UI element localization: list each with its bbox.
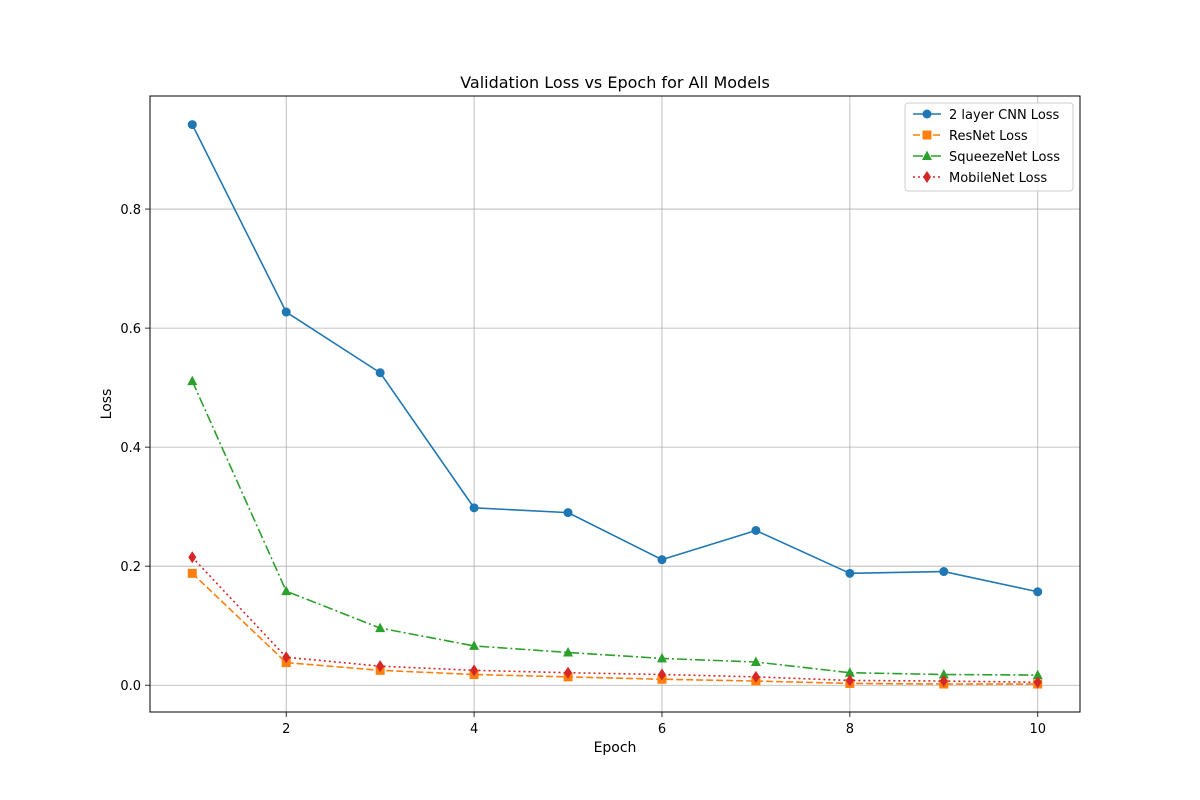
- data-point-squeezenet-loss: [844, 667, 855, 677]
- legend-box: [904, 102, 1074, 192]
- legend: 2 layer CNN Loss ResNet Loss SqueezeNet Lo…: [904, 102, 1074, 192]
- data-point-2-layer-cnn-loss: [657, 555, 667, 565]
- y-axis-label: Loss: [99, 389, 115, 420]
- data-point-2-layer-cnn-loss: [281, 307, 291, 317]
- y-tick-label: 0.4: [120, 441, 141, 456]
- data-point-2-layer-cnn-loss: [1033, 587, 1043, 597]
- series-line-2-layer-cnn-loss: [191, 124, 1038, 593]
- series-resnet-loss: [187, 568, 1043, 689]
- y-tick-label: 0.8: [120, 203, 141, 218]
- data-point-squeezenet-loss: [563, 646, 574, 657]
- data-point-mobilenet-loss: [564, 666, 573, 679]
- data-point-mobilenet-loss: [939, 675, 948, 688]
- data-point-squeezenet-loss: [469, 640, 480, 650]
- grid: [150, 96, 1080, 712]
- plot-frame: [149, 95, 1081, 713]
- data-point-squeezenet-loss: [281, 585, 292, 596]
- data-point-mobilenet-loss: [751, 670, 760, 683]
- x-tick-label: 10: [1029, 722, 1046, 737]
- y-tick-label: 0.0: [120, 679, 141, 694]
- legend-item-resnet-loss: ResNet Loss: [913, 129, 1028, 144]
- legend-marker: [922, 150, 932, 160]
- legend-label: 2 layer CNN Loss: [949, 108, 1060, 123]
- legend-marker: [922, 130, 932, 140]
- data-point-2-layer-cnn-loss: [751, 525, 761, 535]
- legend-item-mobilenet-loss: MobileNet Loss: [913, 171, 1047, 186]
- data-point-mobilenet-loss: [282, 651, 291, 664]
- chart-title: Validation Loss vs Epoch for All Models: [460, 73, 770, 92]
- data-point-2-layer-cnn-loss: [469, 503, 479, 513]
- data-point-resnet-loss: [187, 568, 197, 578]
- y-tick-label: 0.2: [120, 560, 141, 575]
- data-point-squeezenet-loss: [750, 656, 761, 667]
- data-point-squeezenet-loss: [938, 669, 949, 679]
- legend-label: MobileNet Loss: [949, 171, 1047, 186]
- series-line-squeezenet-loss: [191, 380, 1038, 676]
- x-tick-label: 2: [282, 722, 290, 737]
- data-point-2-layer-cnn-loss: [939, 567, 949, 577]
- data-point-mobilenet-loss: [376, 660, 385, 673]
- legend-item-squeezenet-loss: SqueezeNet Loss: [913, 150, 1060, 165]
- data-point-2-layer-cnn-loss: [563, 508, 573, 518]
- x-tick-label: 6: [658, 722, 666, 737]
- x-tick-label: 8: [846, 722, 854, 737]
- x-tick-label: 4: [470, 722, 478, 737]
- x-axis-label: Epoch: [594, 740, 637, 756]
- series-line-mobilenet-loss: [191, 556, 1038, 684]
- legend-label: SqueezeNet Loss: [949, 150, 1060, 165]
- legend-marker: [923, 171, 931, 183]
- data-point-mobilenet-loss: [845, 674, 854, 687]
- series-line-resnet-loss: [191, 572, 1038, 685]
- data-point-mobilenet-loss: [1033, 676, 1042, 689]
- data-point-squeezenet-loss: [656, 652, 667, 663]
- data-point-2-layer-cnn-loss: [375, 368, 385, 378]
- data-point-2-layer-cnn-loss: [845, 568, 855, 578]
- legend-label: ResNet Loss: [949, 129, 1028, 144]
- y-tick-label: 0.6: [120, 322, 141, 337]
- data-point-squeezenet-loss: [187, 375, 198, 386]
- data-point-squeezenet-loss: [375, 622, 386, 633]
- ticks: 2 4 6 8 10 0.0 0.2 0.4 0.6 0.8: [120, 203, 1046, 737]
- data-point-squeezenet-loss: [1032, 669, 1043, 680]
- data-point-mobilenet-loss: [470, 664, 479, 677]
- series-layer: [187, 120, 1043, 689]
- series-squeezenet-loss: [187, 375, 1043, 680]
- legend-marker: [922, 109, 932, 119]
- legend-item-2-layer-cnn-loss: 2 layer CNN Loss: [913, 108, 1060, 123]
- series-2-layer-cnn-loss: [187, 120, 1043, 597]
- series-mobilenet-loss: [188, 551, 1042, 689]
- data-point-2-layer-cnn-loss: [187, 120, 197, 130]
- data-point-mobilenet-loss: [188, 551, 197, 564]
- data-point-mobilenet-loss: [657, 668, 666, 681]
